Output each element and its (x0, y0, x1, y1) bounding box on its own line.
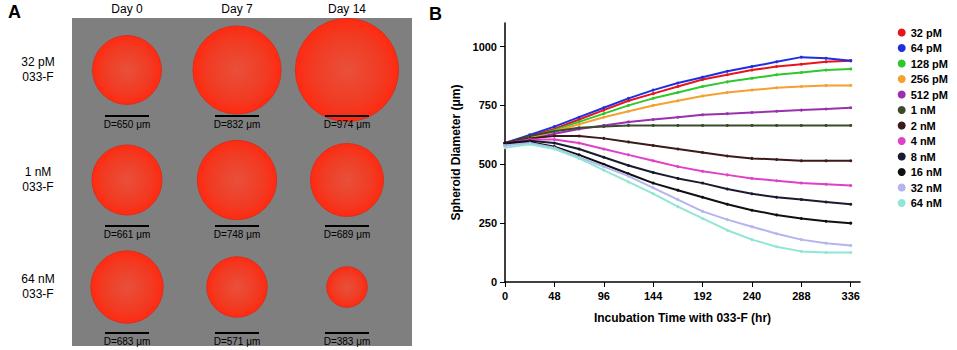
svg-text:D=974 μm: D=974 μm (324, 119, 371, 130)
svg-text:4 nM: 4 nM (911, 135, 936, 147)
svg-text:512 pM: 512 pM (911, 89, 948, 101)
svg-text:Day 0: Day 0 (111, 2, 143, 16)
svg-text:Day 7: Day 7 (221, 2, 253, 16)
svg-text:500: 500 (479, 158, 497, 170)
svg-text:64 nM: 64 nM (911, 197, 942, 209)
svg-text:32 pM: 32 pM (911, 27, 942, 39)
svg-text:336: 336 (842, 290, 860, 302)
svg-text:D=689 μm: D=689 μm (324, 229, 371, 240)
svg-text:48: 48 (548, 290, 560, 302)
svg-text:32 nM: 32 nM (911, 182, 942, 194)
svg-text:64 pM: 64 pM (911, 42, 942, 54)
svg-text:1000: 1000 (473, 41, 497, 53)
svg-text:0: 0 (491, 276, 497, 288)
svg-text:Day 14: Day 14 (328, 2, 366, 16)
svg-text:D=661 μm: D=661 μm (104, 229, 151, 240)
svg-text:96: 96 (598, 290, 610, 302)
svg-text:D=748 μm: D=748 μm (214, 229, 261, 240)
svg-text:250: 250 (479, 217, 497, 229)
svg-text:1 nM: 1 nM (911, 104, 936, 116)
svg-text:16 nM: 16 nM (911, 166, 942, 178)
svg-text:64 nM: 64 nM (21, 272, 54, 286)
svg-text:D=683 μm: D=683 μm (104, 336, 151, 347)
svg-text:033-F: 033-F (22, 70, 53, 84)
svg-text:0: 0 (502, 290, 508, 302)
svg-text:192: 192 (693, 290, 711, 302)
svg-text:033-F: 033-F (22, 287, 53, 301)
svg-text:128 pM: 128 pM (911, 58, 948, 70)
svg-text:D=650 μm: D=650 μm (104, 119, 151, 130)
svg-text:A: A (8, 2, 21, 22)
svg-text:033-F: 033-F (22, 180, 53, 194)
svg-text:1 nM: 1 nM (25, 165, 52, 179)
svg-text:144: 144 (644, 290, 663, 302)
svg-text:Spheroid Diameter (μm): Spheroid Diameter (μm) (449, 84, 463, 220)
svg-text:288: 288 (792, 290, 810, 302)
svg-text:D=832 μm: D=832 μm (214, 119, 261, 130)
svg-text:256 pM: 256 pM (911, 73, 948, 85)
svg-text:D=383 μm: D=383 μm (324, 336, 371, 347)
svg-text:B: B (429, 4, 442, 24)
svg-text:D=571 μm: D=571 μm (214, 336, 261, 347)
svg-text:32 pM: 32 pM (21, 55, 54, 69)
svg-text:8 nM: 8 nM (911, 151, 936, 163)
svg-text:750: 750 (479, 99, 497, 111)
svg-text:240: 240 (743, 290, 761, 302)
svg-text:2 nM: 2 nM (911, 120, 936, 132)
svg-text:Incubation Time with 033-F (hr: Incubation Time with 033-F (hr) (594, 311, 771, 325)
